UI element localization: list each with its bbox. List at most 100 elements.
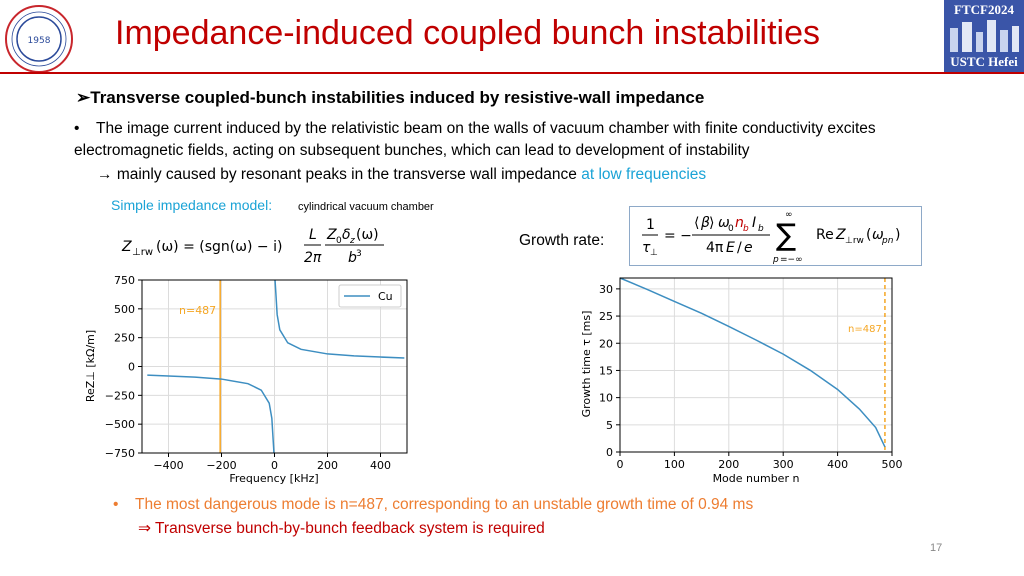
y-tick-label: −750 bbox=[105, 447, 135, 460]
svg-text:ω: ω bbox=[872, 227, 884, 243]
y-tick-label: 5 bbox=[606, 419, 613, 432]
x-tick-label: 200 bbox=[317, 459, 338, 472]
university-seal-logo: 1958 bbox=[5, 5, 73, 73]
impedance-chart: −400 −200 0 200 400 750 500 250 0 −250 −500 −750 Fr… bbox=[84, 274, 408, 485]
growth-marker-label: n=487 bbox=[848, 324, 882, 335]
svg-text:Z: Z bbox=[326, 227, 337, 243]
svg-text:Z: Z bbox=[835, 227, 846, 243]
conclusion-text-1: The most dangerous mode is n=487, corres… bbox=[135, 496, 754, 513]
svg-text:δ: δ bbox=[342, 227, 351, 243]
x-tick-label: 100 bbox=[664, 458, 685, 471]
svg-text:b: b bbox=[348, 250, 357, 266]
svg-text:z: z bbox=[349, 236, 355, 246]
impedance-frame bbox=[141, 279, 408, 454]
svg-text:I: I bbox=[752, 215, 756, 231]
impedance-legend: Cu bbox=[338, 284, 402, 308]
svg-text:): ) bbox=[895, 227, 900, 243]
growth-curve-group bbox=[619, 277, 886, 452]
svg-text:=−∞: =−∞ bbox=[780, 255, 803, 265]
svg-text:β: β bbox=[700, 215, 710, 231]
growth-grid bbox=[619, 278, 893, 453]
svg-text:0: 0 bbox=[728, 224, 734, 234]
impedance-ticks: −400 −200 0 200 400 750 500 250 0 −250 −500 −750 bbox=[105, 274, 391, 472]
svg-text:b: b bbox=[758, 224, 764, 234]
right-arrow-icon: → bbox=[97, 166, 113, 183]
x-tick-label: −400 bbox=[153, 459, 183, 472]
series-line bbox=[274, 279, 405, 359]
svg-text:p: p bbox=[772, 255, 779, 265]
cause-highlight: at low frequencies bbox=[581, 166, 707, 183]
series-line bbox=[619, 277, 886, 448]
y-tick-label: 10 bbox=[599, 392, 613, 405]
svg-text:ω: ω bbox=[718, 215, 730, 231]
y-tick-label: 20 bbox=[599, 337, 613, 350]
y-tick-label: 0 bbox=[606, 446, 613, 459]
svg-text:3: 3 bbox=[356, 249, 362, 259]
x-tick-label: 400 bbox=[370, 459, 391, 472]
svg-text:⊥rw: ⊥rw bbox=[845, 236, 864, 246]
svg-text:⊥: ⊥ bbox=[650, 248, 658, 258]
y-tick-label: 0 bbox=[128, 361, 135, 374]
conclusion-line-1: • The most dangerous mode is n=487, corre… bbox=[113, 496, 753, 514]
y-tick-label: −500 bbox=[105, 418, 135, 431]
page-number: 17 bbox=[930, 542, 943, 554]
skyline-icon bbox=[950, 20, 1019, 52]
svg-text:(ω) = (sgn(ω) − i): (ω) = (sgn(ω) − i) bbox=[156, 239, 282, 255]
growth-frame bbox=[619, 277, 893, 453]
y-tick-label: 750 bbox=[114, 274, 135, 287]
svg-text:Z: Z bbox=[121, 239, 132, 255]
x-tick-label: 0 bbox=[617, 458, 624, 471]
slide-title: Impedance-induced coupled bunch instabil… bbox=[115, 14, 821, 52]
impedance-marker-label: n=487 bbox=[179, 304, 216, 317]
growth-rate-formula: 1 τ ⊥ = − ⟨ β ⟩ ω 0 n b I b 4π E / e ∞ ∑… bbox=[642, 210, 900, 265]
svg-text:1: 1 bbox=[646, 217, 655, 233]
svg-text:⟨: ⟨ bbox=[694, 215, 699, 231]
implies-arrow-icon: ⇒ bbox=[138, 520, 151, 537]
series-line bbox=[147, 374, 275, 454]
y-tick-label: 250 bbox=[114, 332, 135, 345]
svg-text:E: E bbox=[726, 240, 735, 256]
impedance-xlabel: Frequency [kHz] bbox=[229, 472, 318, 485]
bullet-text: The image current induced by the relativ… bbox=[74, 120, 876, 159]
svg-text:(ω): (ω) bbox=[356, 227, 379, 243]
svg-text:τ: τ bbox=[642, 240, 651, 256]
y-tick-label: 30 bbox=[599, 283, 613, 296]
arrow-bullet-icon: ➢ bbox=[76, 88, 91, 107]
impedance-ylabel: ReZ⊥ [kΩ/m] bbox=[84, 330, 97, 402]
svg-text:Re: Re bbox=[816, 227, 834, 243]
growth-rate-formula-box: 1 τ ⊥ = − ⟨ β ⟩ ω 0 n b I b 4π E / e ∞ ∑… bbox=[629, 206, 922, 266]
conclusion-text-2: Transverse bunch-by-bunch feedback syste… bbox=[155, 520, 545, 537]
x-tick-label: 200 bbox=[718, 458, 739, 471]
x-tick-label: 300 bbox=[773, 458, 794, 471]
x-tick-label: 400 bbox=[827, 458, 848, 471]
model-note: cylindrical vacuum chamber bbox=[298, 201, 434, 213]
y-tick-label: 25 bbox=[599, 310, 613, 323]
y-tick-label: 500 bbox=[114, 303, 135, 316]
x-tick-label: 500 bbox=[882, 458, 903, 471]
svg-text:2π: 2π bbox=[304, 250, 322, 266]
seal-year: 1958 bbox=[28, 36, 51, 46]
svg-text:4π: 4π bbox=[706, 240, 724, 256]
logo-bottom-text: USTC Hefei bbox=[950, 54, 1018, 69]
svg-text:pn: pn bbox=[881, 236, 894, 246]
ftcf-logo: FTCF2024 USTC Hefei bbox=[944, 0, 1024, 72]
y-tick-label: −250 bbox=[105, 389, 135, 402]
svg-text:∞: ∞ bbox=[785, 210, 793, 220]
growth-ticks: 0 100 200 300 400 500 0 5 10 15 20 25 30 bbox=[599, 283, 903, 471]
impedance-formula: Z ⊥rw (ω) = (sgn(ω) − i) L 2π Z 0 δ z (ω… bbox=[121, 227, 384, 266]
svg-text:∑: ∑ bbox=[776, 218, 796, 253]
x-tick-label: −200 bbox=[206, 459, 236, 472]
model-label: Simple impedance model: bbox=[111, 197, 273, 213]
conclusion-line-2: ⇒ Transverse bunch-by-bunch feedback sys… bbox=[138, 519, 545, 538]
legend-cu-label: Cu bbox=[378, 290, 393, 303]
y-tick-label: 15 bbox=[599, 364, 613, 377]
svg-text:0: 0 bbox=[336, 236, 342, 246]
section-heading: ➢Transverse coupled-bunch instabilities … bbox=[76, 88, 704, 108]
growth-time-chart: 0 100 200 300 400 500 0 5 10 15 20 25 30 Mode number… bbox=[580, 277, 903, 485]
title-divider bbox=[0, 72, 1024, 74]
impedance-curve-group bbox=[147, 279, 405, 454]
bullet-icon: • bbox=[74, 120, 80, 137]
cause-line: → mainly caused by resonant peaks in the… bbox=[97, 166, 706, 184]
svg-text:/: / bbox=[737, 240, 742, 256]
x-tick-label: 0 bbox=[271, 459, 278, 472]
